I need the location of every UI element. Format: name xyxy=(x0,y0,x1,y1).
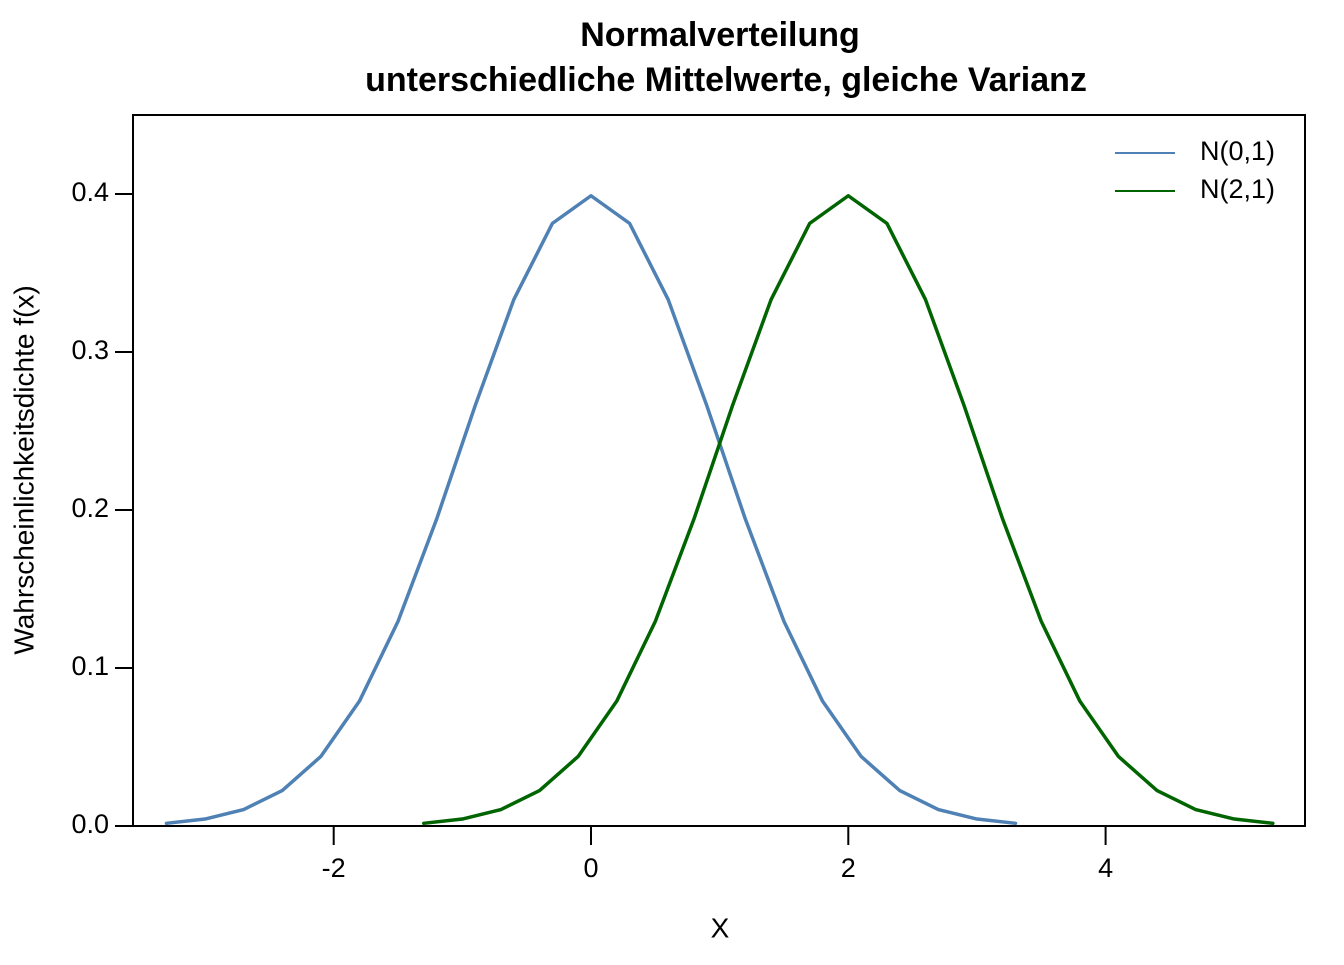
y-axis-label: Wahrscheinlichkeitsdichte f(x) xyxy=(8,285,39,654)
legend-text: N(0,1) xyxy=(1200,136,1275,166)
line-series xyxy=(164,193,1018,826)
x-tick-label: 2 xyxy=(841,853,856,883)
y-tick-label: 0.3 xyxy=(71,335,109,365)
y-tick-label: 0.4 xyxy=(71,177,109,207)
chart-subtitle: unterschiedliche Mittelwerte, gleiche Va… xyxy=(365,61,1087,99)
x-tick-label: -2 xyxy=(322,853,346,883)
y-tick-label: 0.2 xyxy=(71,493,109,523)
line-series xyxy=(421,193,1275,826)
y-tick-label: 0.0 xyxy=(71,809,109,839)
x-axis-label: X xyxy=(711,912,730,943)
x-tick-label: 0 xyxy=(583,853,598,883)
x-tick-label: 4 xyxy=(1098,853,1113,883)
chart-title: Normalverteilung xyxy=(580,16,860,54)
y-tick-label: 0.1 xyxy=(71,651,109,681)
legend-text: N(2,1) xyxy=(1200,174,1275,204)
plot-frame xyxy=(132,114,1306,827)
